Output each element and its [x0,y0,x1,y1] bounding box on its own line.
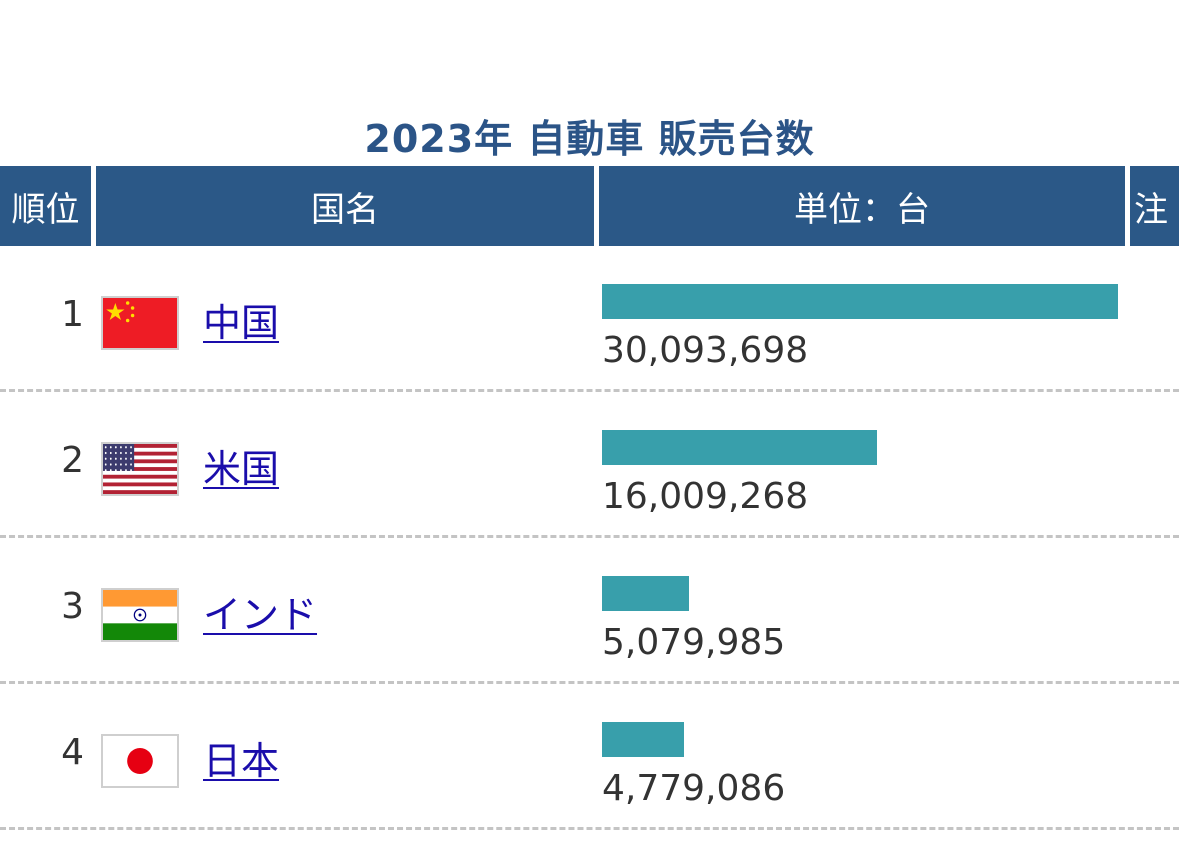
country-link[interactable]: 中国 [203,301,280,345]
table-row: 2 米国 16,009,268 [0,392,1179,538]
header-note: 注 [1130,166,1179,246]
japan-flag-icon [101,734,179,788]
bar [602,722,684,757]
bar [602,576,689,611]
header-country: 国名 [96,166,594,246]
rank-number: 1 [61,294,84,335]
table-row: 3 インド 5,079,985 [0,538,1179,684]
country-link[interactable]: インド [203,593,318,637]
rank-number: 3 [61,586,84,627]
bar [602,430,877,465]
header-unit: 単位：台 [599,166,1125,246]
india-flag-icon [101,588,179,642]
rank-number: 4 [61,732,84,773]
country-link[interactable]: 日本 [203,739,280,783]
bar-value-label: 16,009,268 [602,476,809,517]
bar-value-label: 4,779,086 [602,768,786,809]
table-row: 4 日本 4,779,086 [0,684,1179,830]
table-row: 1 中国 30,093,698 [0,246,1179,392]
usa-flag-icon [101,442,179,496]
bar-value-label: 5,079,985 [602,622,786,663]
country-link[interactable]: 米国 [203,447,280,491]
rank-number: 2 [61,440,84,481]
header-rank: 順位 [0,166,91,246]
bar [602,284,1118,319]
chart-title: 2023年 自動車 販売台数 [364,117,815,161]
bar-value-label: 30,093,698 [602,330,809,371]
china-flag-icon [101,296,179,350]
